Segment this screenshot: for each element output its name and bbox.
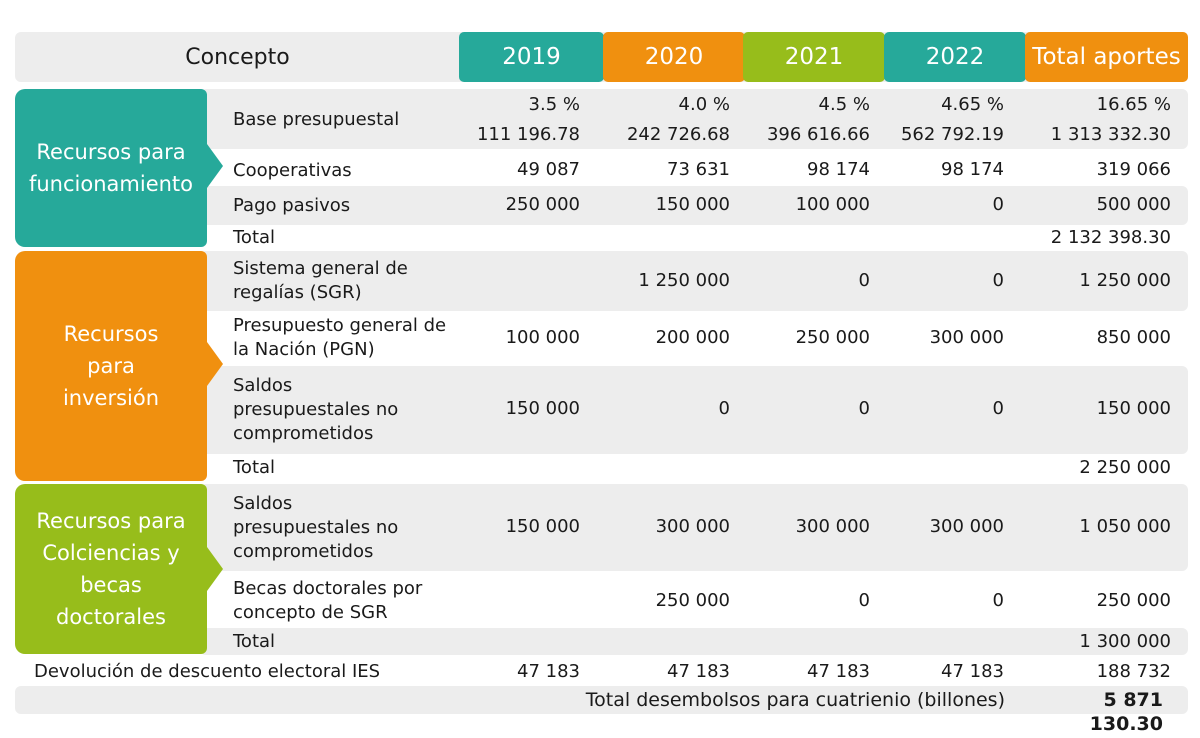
cell-coop-2022: 98 174 — [941, 159, 1004, 180]
cell-base-pct-total: 16.65 % — [1096, 94, 1171, 115]
row-band-total-colciencias — [200, 628, 1188, 655]
cell-pgn-2022: 300 000 — [929, 327, 1004, 348]
row-label-total-funcionamiento: Total — [233, 227, 276, 248]
section-funcionamiento-label: Recursos para funcionamiento — [15, 89, 207, 247]
row-label-cooperativas: Cooperativas — [233, 160, 352, 181]
cell-base-2020: 242 726.68 — [626, 124, 730, 145]
cell-devolucion-total: 188 732 — [1096, 661, 1171, 682]
cell-saldos-col-2022: 300 000 — [929, 516, 1004, 537]
cell-base-pct-2022: 4.65 % — [941, 94, 1004, 115]
cell-saldos-col-total: 1 050 000 — [1079, 516, 1171, 537]
row-label-pasivos: Pago pasivos — [233, 195, 351, 216]
cell-pgn-2021: 250 000 — [795, 327, 870, 348]
cell-sgr-2021: 0 — [858, 270, 870, 291]
cell-coop-2020: 73 631 — [667, 159, 730, 180]
section-colciencias-label: Recursos para Colciencias y becas doctor… — [15, 484, 207, 654]
cell-devolucion-2019: 47 183 — [517, 661, 580, 682]
row-label-pgn: Presupuesto general de la Nación (PGN) — [233, 315, 447, 360]
grand-total-value: 5 871 130.30 — [1089, 689, 1163, 735]
cell-pgn-2019: 100 000 — [505, 327, 580, 348]
row-label-total-inversion: Total — [233, 457, 276, 478]
cell-total-inversion: 2 250 000 — [1079, 457, 1171, 478]
row-band-base — [200, 89, 1188, 149]
cell-total-colciencias: 1 300 000 — [1079, 631, 1171, 652]
row-label-base: Base presupuestal — [233, 109, 400, 130]
row-band-pasivos — [200, 186, 1188, 225]
cell-base-2022: 562 792.19 — [900, 124, 1004, 145]
cell-saldos-inv-2019: 150 000 — [505, 398, 580, 419]
cell-pasivos-2021: 100 000 — [795, 194, 870, 215]
cell-saldos-col-2019: 150 000 — [505, 516, 580, 537]
cell-devolucion-2021: 47 183 — [807, 661, 870, 682]
cell-pasivos-total: 500 000 — [1096, 194, 1171, 215]
cell-pasivos-2019: 250 000 — [505, 194, 580, 215]
cell-base-pct-2020: 4.0 % — [678, 94, 730, 115]
header-year-2020: 2020 — [603, 32, 745, 82]
cell-becas-2021: 0 — [858, 590, 870, 611]
row-band-sgr — [200, 251, 1188, 311]
cell-saldos-inv-2020: 0 — [718, 398, 730, 419]
cell-total-funcionamiento: 2 132 398.30 — [1050, 227, 1171, 248]
cell-saldos-inv-2021: 0 — [858, 398, 870, 419]
cell-base-2021: 396 616.66 — [766, 124, 870, 145]
grand-total-band — [15, 686, 1188, 714]
cell-base-2019: 111 196.78 — [476, 124, 580, 145]
grand-total-label: Total desembolsos para cuatrienio (billo… — [585, 689, 1005, 711]
cell-saldos-col-2020: 300 000 — [655, 516, 730, 537]
cell-sgr-2022: 0 — [992, 270, 1004, 291]
cell-coop-2021: 98 174 — [807, 159, 870, 180]
section-funcionamiento-notch — [207, 144, 223, 188]
cell-base-total: 1 313 332.30 — [1050, 124, 1171, 145]
cell-devolucion-2020: 47 183 — [667, 661, 730, 682]
header-total-aportes: Total aportes — [1025, 32, 1188, 82]
cell-becas-2020: 250 000 — [655, 590, 730, 611]
cell-pgn-total: 850 000 — [1096, 327, 1171, 348]
cell-devolucion-2022: 47 183 — [941, 661, 1004, 682]
row-label-becas: Becas doctorales por concepto de SGR — [233, 578, 423, 623]
cell-becas-2022: 0 — [992, 590, 1004, 611]
cell-pasivos-2020: 150 000 — [655, 194, 730, 215]
cell-pgn-2020: 200 000 — [655, 327, 730, 348]
cell-sgr-2020: 1 250 000 — [638, 270, 730, 291]
cell-becas-total: 250 000 — [1096, 590, 1171, 611]
cell-coop-total: 319 066 — [1096, 159, 1171, 180]
cell-base-pct-2019: 3.5 % — [528, 94, 580, 115]
section-inversion-label: Recursos para inversión — [15, 251, 207, 481]
cell-base-pct-2021: 4.5 % — [818, 94, 870, 115]
header-year-2022: 2022 — [884, 32, 1026, 82]
row-band-saldos-inversion — [200, 366, 1188, 454]
cell-pasivos-2022: 0 — [992, 194, 1004, 215]
row-label-devolucion: Devolución de descuento electoral IES — [34, 661, 381, 682]
header-year-2021: 2021 — [743, 32, 885, 82]
cell-saldos-col-2021: 300 000 — [795, 516, 870, 537]
cell-saldos-inv-total: 150 000 — [1096, 398, 1171, 419]
row-band-saldos-colciencias — [200, 484, 1188, 571]
section-colciencias-notch — [207, 547, 223, 591]
row-label-saldos-inversion: Saldos presupuestales no comprometidos — [233, 375, 399, 444]
cell-saldos-inv-2022: 0 — [992, 398, 1004, 419]
header-concepto: Concepto — [185, 44, 290, 70]
row-label-total-colciencias: Total — [233, 631, 276, 652]
row-label-sgr: Sistema general de regalías (SGR) — [233, 258, 408, 303]
header-year-2019: 2019 — [459, 32, 604, 82]
cell-sgr-total: 1 250 000 — [1079, 270, 1171, 291]
section-inversion-notch — [207, 342, 223, 386]
row-label-saldos-colciencias: Saldos presupuestales no comprometidos — [233, 493, 399, 562]
cell-coop-2019: 49 087 — [517, 159, 580, 180]
